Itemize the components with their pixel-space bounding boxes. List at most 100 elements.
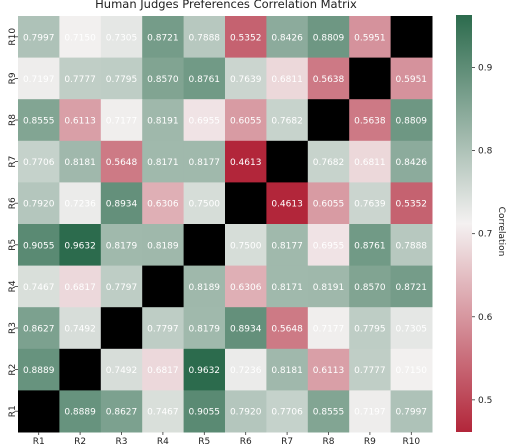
- heatmap-cell: [18, 182, 60, 225]
- cell-value-label: 0.7682: [313, 158, 345, 168]
- cell-value-label: 0.8171: [147, 158, 179, 168]
- colorbar-tick-label: 0.8: [478, 147, 493, 157]
- heatmap-cell: [266, 16, 309, 59]
- cell-value-label: 0.8426: [271, 33, 303, 43]
- heatmap-cell: [390, 182, 433, 225]
- cell-value-label: 0.6055: [230, 117, 262, 127]
- x-tick-label: R6: [240, 437, 252, 446]
- cell-value-label: 0.8555: [313, 408, 345, 418]
- cell-value-label: 0.5951: [354, 33, 386, 43]
- heatmap-cell: [18, 224, 60, 267]
- x-tick-label: R7: [281, 437, 293, 446]
- cell-value-label: 0.4613: [230, 158, 262, 168]
- cell-value-label: 0.8889: [64, 408, 96, 418]
- cell-value-label: 0.8189: [147, 241, 179, 251]
- cell-value-label: 0.6306: [230, 283, 262, 293]
- heatmap-cell: [307, 224, 350, 267]
- x-tick-label: R1: [33, 437, 45, 446]
- heatmap-cell: [18, 307, 60, 350]
- y-tick-label: R7: [8, 156, 18, 168]
- x-tick-label: R2: [74, 437, 86, 446]
- x-tick-label: R10: [402, 437, 420, 446]
- heatmap-cell: [266, 348, 309, 391]
- colorbar-tick-label: 0.6: [478, 313, 493, 323]
- heatmap-cell: [225, 16, 267, 59]
- cell-value-label: 0.7777: [64, 75, 96, 85]
- heatmap-cell: [390, 307, 433, 350]
- heatmap-cell: [225, 348, 267, 391]
- heatmap-cell: [183, 224, 226, 267]
- y-axis: R10 R9 R8 R7 R6 R5 R4 R3 R2 R1: [8, 28, 18, 417]
- heatmap-cell: [349, 224, 392, 267]
- cell-value-label: 0.7236: [230, 366, 262, 376]
- y-tick-label: R5: [8, 239, 18, 251]
- heatmap-cell: [100, 99, 143, 142]
- heatmap-cell: [100, 16, 143, 59]
- cell-value-label: 0.8809: [396, 117, 428, 127]
- cell-value-label: 0.8171: [271, 283, 303, 293]
- y-tick-label: R3: [8, 322, 18, 334]
- cell-value-label: 0.7177: [106, 117, 138, 127]
- cell-value-label: 0.6306: [147, 200, 179, 210]
- cell-value-label: 0.6955: [189, 117, 221, 127]
- heatmap-cell: [59, 182, 102, 225]
- heatmap-cells: 0.7997 0.7150 0.7305 0.8721 0.7888 0.5352 0.84…: [18, 16, 433, 433]
- cell-value-label: 0.7639: [230, 75, 262, 85]
- cell-value-label: 0.7467: [23, 283, 55, 293]
- cell-value-label: 0.7777: [354, 366, 386, 376]
- cell-value-label: 0.8934: [106, 200, 138, 210]
- heatmap-cell: [142, 57, 185, 100]
- cell-value-label: 0.8934: [230, 325, 262, 335]
- cell-value-label: 0.8570: [354, 283, 386, 293]
- cell-value-label: 0.6811: [354, 158, 386, 168]
- heatmap-cell: [142, 390, 185, 433]
- heatmap-cell: [183, 99, 226, 142]
- heatmap-cell: [349, 57, 392, 100]
- heatmap-cell: [390, 348, 433, 391]
- cell-value-label: 0.7150: [396, 366, 428, 376]
- colorbar-ticks: 0.5 0.6 0.7 0.8 0.9: [472, 64, 493, 406]
- heatmap-cell: [100, 224, 143, 267]
- cell-value-label: 0.8627: [23, 325, 55, 335]
- heatmap-cell: [349, 348, 392, 391]
- cell-value-label: 0.7305: [396, 325, 428, 335]
- y-tick-label: R10: [8, 28, 18, 46]
- cell-value-label: 0.8177: [189, 158, 221, 168]
- heatmap-cell: [349, 182, 392, 225]
- cell-value-label: 0.7236: [64, 200, 96, 210]
- heatmap-cell: [18, 390, 60, 433]
- cell-value-label: 0.6811: [271, 75, 303, 85]
- heatmap-cell: [59, 16, 102, 59]
- heatmap-cell: [349, 390, 392, 433]
- cell-value-label: 0.7500: [189, 200, 221, 210]
- heatmap-cell: [349, 307, 392, 350]
- heatmap-cell: [266, 99, 309, 142]
- cell-value-label: 0.7492: [106, 366, 138, 376]
- cell-value-label: 0.5638: [313, 75, 345, 85]
- heatmap-cell: [100, 265, 143, 308]
- heatmap-cell: [390, 16, 433, 59]
- cell-value-label: 0.7500: [230, 241, 262, 251]
- cell-value-label: 0.7492: [64, 325, 96, 335]
- heatmap-cell: [142, 99, 185, 142]
- heatmap-cell: [349, 16, 392, 59]
- heatmap-cell: [59, 348, 102, 391]
- heatmap-cell: [307, 140, 350, 183]
- cell-value-label: 0.7920: [230, 408, 262, 418]
- heatmap-cell: [307, 99, 350, 142]
- cell-value-label: 0.6113: [64, 117, 96, 127]
- cell-value-label: 0.7177: [313, 325, 345, 335]
- cell-value-label: 0.5638: [354, 117, 386, 127]
- heatmap-cell: [18, 99, 60, 142]
- heatmap-cell: [142, 182, 185, 225]
- cell-value-label: 0.6817: [64, 283, 96, 293]
- heatmap-cell: [18, 57, 60, 100]
- heatmap-cell: [18, 16, 60, 59]
- cell-value-label: 0.8627: [106, 408, 138, 418]
- heatmap-cell: [183, 182, 226, 225]
- heatmap-cell: [100, 307, 143, 350]
- cell-value-label: 0.8889: [23, 366, 55, 376]
- heatmap-cell: [390, 224, 433, 267]
- heatmap-cell: [183, 307, 226, 350]
